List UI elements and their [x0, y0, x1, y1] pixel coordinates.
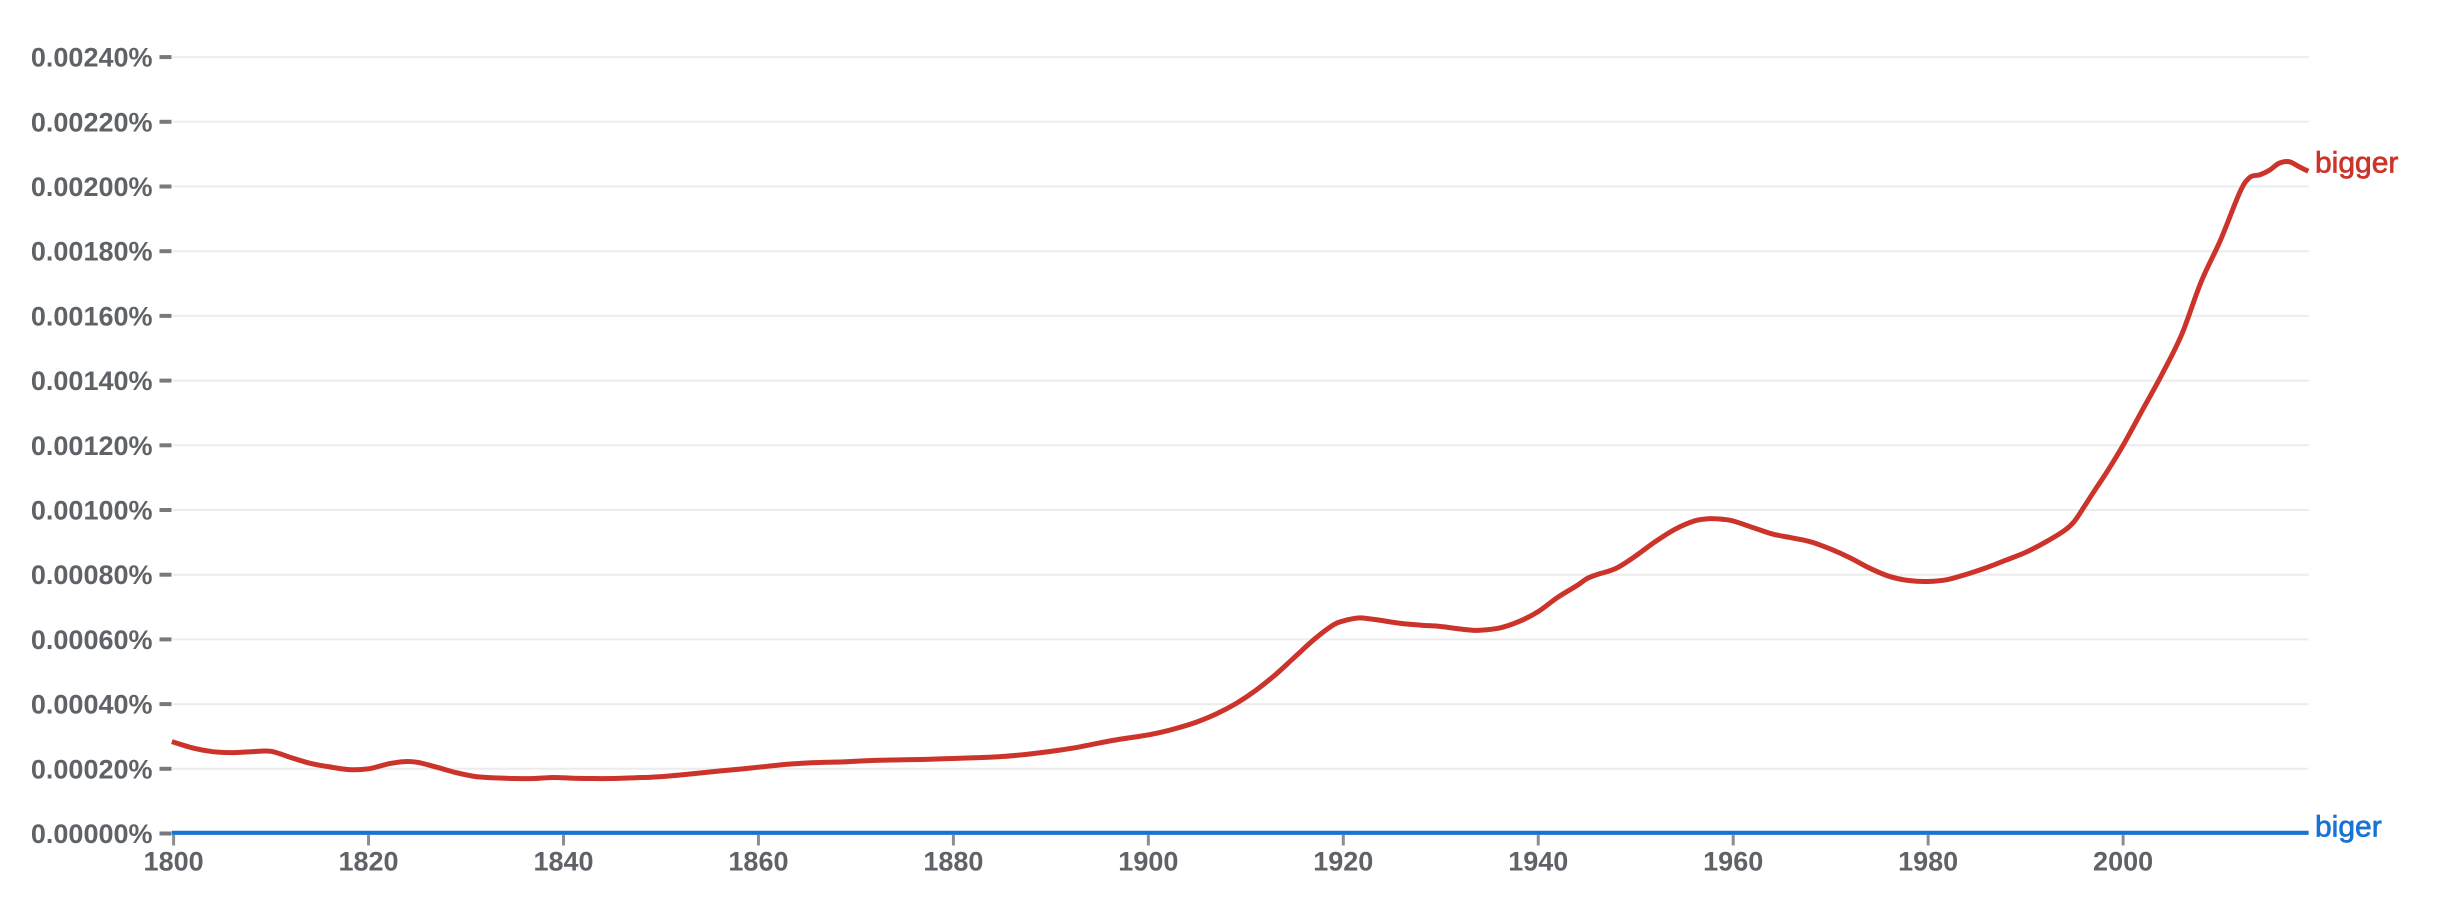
svg-text:0.00240%: 0.00240% — [31, 43, 153, 73]
svg-text:biger: biger — [2315, 811, 2382, 844]
svg-text:1920: 1920 — [1313, 847, 1373, 877]
svg-text:0.00180%: 0.00180% — [31, 237, 153, 267]
svg-text:1800: 1800 — [144, 847, 204, 877]
svg-text:1860: 1860 — [728, 847, 788, 877]
svg-text:1820: 1820 — [339, 847, 399, 877]
svg-text:0.00140%: 0.00140% — [31, 366, 153, 396]
svg-text:1880: 1880 — [923, 847, 983, 877]
svg-text:0.00200%: 0.00200% — [31, 172, 153, 202]
svg-text:0.00160%: 0.00160% — [31, 301, 153, 331]
svg-text:0.00120%: 0.00120% — [31, 431, 153, 461]
svg-text:0.00000%: 0.00000% — [31, 819, 153, 849]
svg-text:0.00060%: 0.00060% — [31, 625, 153, 655]
svg-text:bigger: bigger — [2315, 147, 2398, 180]
svg-text:1840: 1840 — [533, 847, 593, 877]
svg-text:1900: 1900 — [1118, 847, 1178, 877]
svg-text:0.00080%: 0.00080% — [31, 560, 153, 590]
svg-text:0.00100%: 0.00100% — [31, 496, 153, 526]
svg-text:2000: 2000 — [2093, 847, 2153, 877]
svg-text:0.00020%: 0.00020% — [31, 754, 153, 784]
svg-text:0.00220%: 0.00220% — [31, 107, 153, 137]
svg-text:1940: 1940 — [1508, 847, 1568, 877]
svg-text:1980: 1980 — [1898, 847, 1958, 877]
svg-text:0.00040%: 0.00040% — [31, 690, 153, 720]
svg-text:1960: 1960 — [1703, 847, 1763, 877]
